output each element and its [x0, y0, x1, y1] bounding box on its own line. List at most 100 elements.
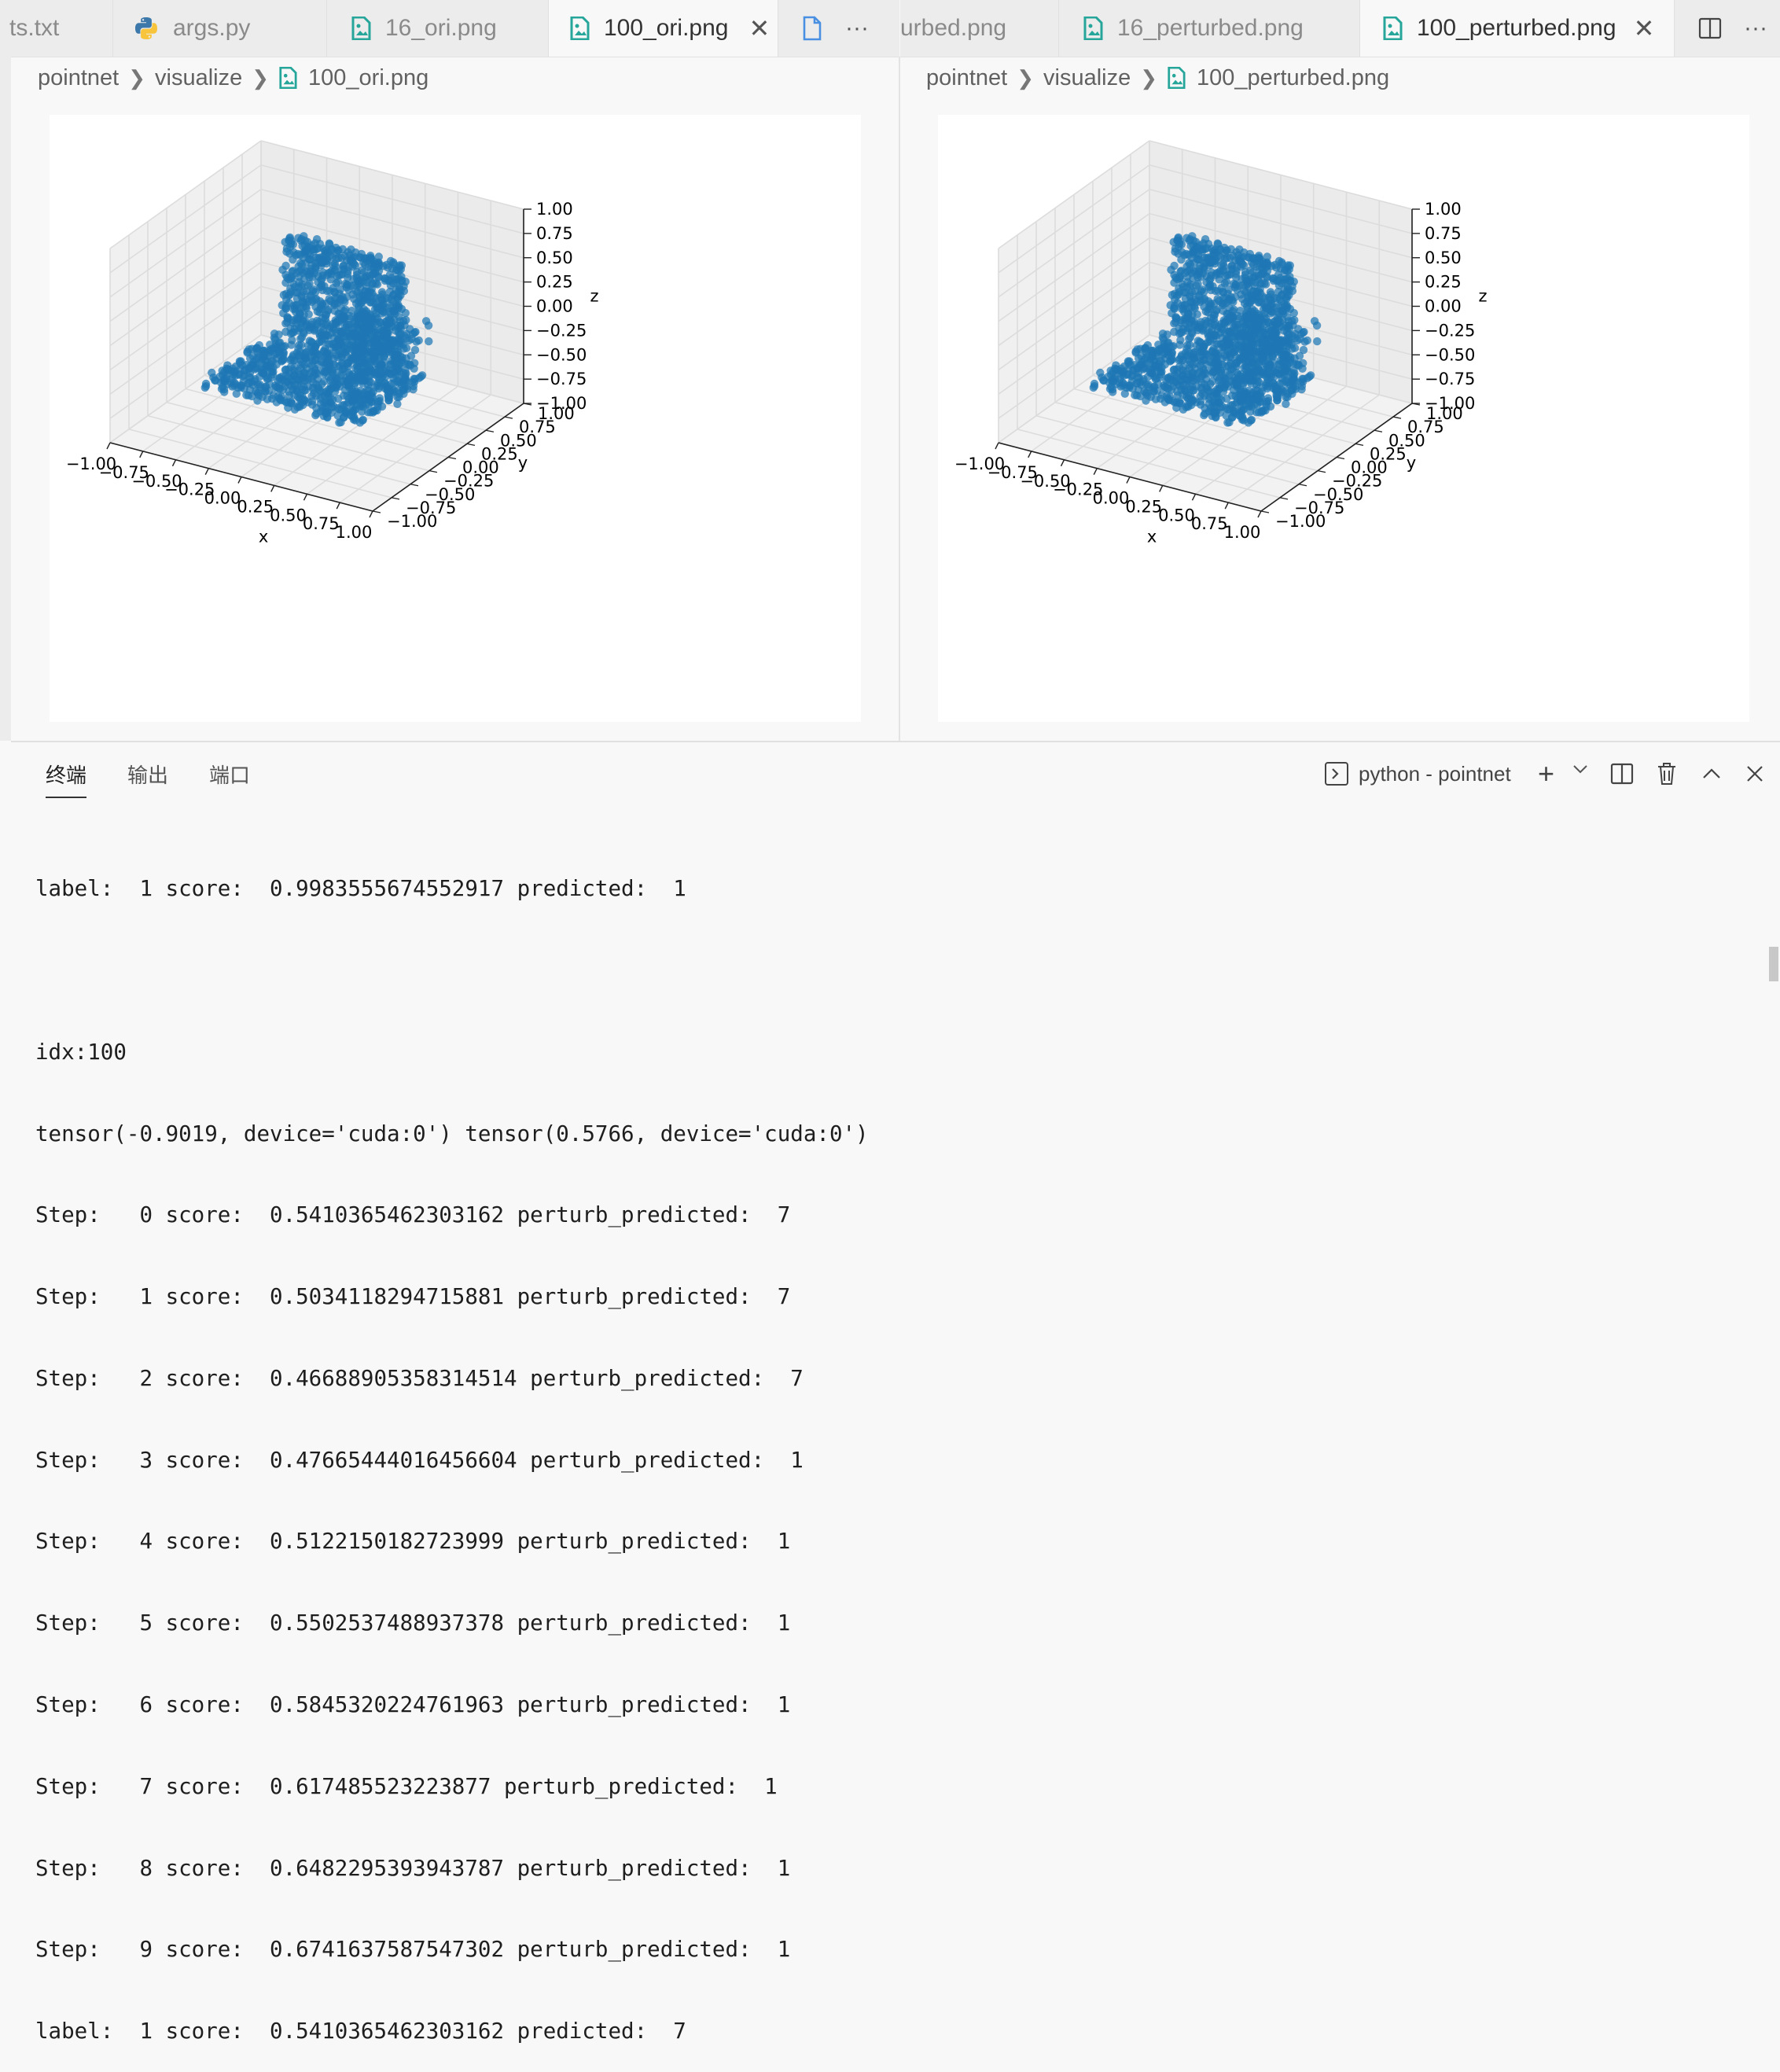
data-point: [377, 360, 386, 369]
data-point: [306, 292, 314, 300]
terminal-icon: [1324, 761, 1349, 786]
y-tick-label: 0.25: [481, 444, 518, 463]
data-point: [1251, 292, 1260, 300]
data-point: [1178, 248, 1186, 256]
data-point: [1244, 418, 1253, 427]
y-axis-label: y: [518, 454, 528, 473]
tab-ts-txt[interactable]: ts.txt: [0, 0, 113, 57]
tab-16-perturbed-png[interactable]: 16_perturbed.png: [1059, 0, 1360, 57]
data-point: [402, 344, 411, 352]
breadcrumb-item[interactable]: 100_ori.png: [308, 64, 429, 90]
tab-ports[interactable]: 端口: [209, 764, 251, 787]
new-terminal-button[interactable]: +: [1538, 757, 1555, 789]
data-point: [392, 267, 401, 275]
breadcrumb-item[interactable]: 100_perturbed.png: [1197, 64, 1390, 90]
data-point: [1221, 342, 1230, 351]
tab-16-ori-png[interactable]: 16_ori.png: [327, 0, 549, 57]
data-point: [289, 248, 298, 256]
data-point: [1175, 340, 1184, 349]
data-point: [1160, 381, 1168, 390]
split-terminal-icon[interactable]: [1610, 758, 1634, 789]
data-point: [381, 276, 390, 285]
data-point: [421, 317, 431, 326]
data-point: [318, 285, 327, 295]
terminal-scrollbar[interactable]: [1769, 947, 1778, 981]
image-file-icon: [1167, 67, 1186, 89]
data-point: [1240, 299, 1249, 308]
breadcrumb-item[interactable]: visualize: [1043, 64, 1131, 90]
terminal-output[interactable]: label: 1 score: 0.9983555674552917 predi…: [35, 821, 869, 2072]
data-point: [1265, 360, 1274, 369]
z-tick-label: −1.00: [536, 394, 587, 413]
data-point: [1294, 361, 1304, 370]
data-point: [373, 259, 382, 268]
data-point: [362, 323, 370, 332]
close-icon[interactable]: ✕: [748, 14, 770, 42]
data-point: [322, 406, 330, 414]
chevron-down-icon[interactable]: [1572, 753, 1588, 785]
data-point: [1219, 300, 1227, 310]
tab-100-ori-png[interactable]: 100_ori.png ✕: [549, 0, 778, 57]
x-tick-label: −0.50: [1020, 472, 1070, 491]
data-point: [414, 336, 423, 345]
tab-args-py[interactable]: args.py: [113, 0, 327, 57]
x-tick-label: 1.00: [336, 523, 373, 542]
grid-line: [109, 164, 262, 274]
tab-terminal[interactable]: 终端: [46, 760, 87, 798]
y-tick-label: 1.00: [1426, 404, 1463, 423]
image-file-icon: [278, 67, 297, 89]
x-tick-label: −0.75: [99, 463, 149, 482]
data-point: [1245, 370, 1254, 378]
grid-line: [998, 140, 1150, 249]
data-point: [307, 361, 316, 370]
grid-line: [260, 164, 524, 234]
chevron-up-icon[interactable]: [1701, 758, 1722, 789]
more-actions-icon[interactable]: ···: [1744, 15, 1767, 41]
chevron-right-icon: ❯: [1140, 65, 1158, 90]
y-axis-label: y: [1407, 454, 1416, 473]
z-tick-label: 1.00: [1425, 200, 1462, 219]
y-tick: [1336, 456, 1345, 460]
breadcrumb-item[interactable]: pointnet: [38, 64, 120, 90]
trash-icon[interactable]: [1656, 758, 1678, 789]
y-tick: [372, 510, 381, 513]
x-tick: [171, 459, 177, 467]
x-tick-label: 0.50: [270, 506, 307, 524]
close-panel-icon[interactable]: [1745, 758, 1764, 789]
tab-100-perturbed-png[interactable]: 100_perturbed.png ✕: [1360, 0, 1675, 57]
breadcrumb-item[interactable]: pointnet: [926, 64, 1008, 90]
data-point: [1120, 389, 1129, 398]
x-tick: [237, 477, 242, 484]
x-tick-label: −1.00: [66, 455, 116, 473]
data-point: [396, 329, 405, 338]
data-point: [1254, 271, 1263, 281]
data-point: [1109, 388, 1117, 396]
data-point: [237, 381, 245, 390]
data-point: [295, 340, 303, 350]
data-point: [305, 250, 314, 259]
tab-urbed-png[interactable]: urbed.png: [900, 0, 1059, 57]
x-tick-label: 1.00: [1224, 523, 1261, 542]
data-point: [1268, 307, 1277, 316]
z-tick-label: −0.75: [536, 370, 587, 388]
tab-file[interactable]: [778, 0, 833, 57]
editor-group-divider[interactable]: [899, 57, 900, 741]
terminal-instance-selector[interactable]: python - pointnet: [1324, 758, 1511, 789]
data-point: [1193, 310, 1201, 318]
breadcrumb-item[interactable]: visualize: [155, 64, 243, 90]
data-point: [1178, 328, 1186, 337]
more-actions-icon[interactable]: ···: [845, 15, 869, 41]
data-point: [348, 262, 357, 271]
data-point: [402, 354, 410, 363]
data-point: [1249, 260, 1258, 269]
data-point: [1166, 301, 1175, 310]
split-editor-icon[interactable]: [1686, 0, 1734, 57]
close-icon[interactable]: ✕: [1633, 14, 1655, 42]
tab-output[interactable]: 输出: [127, 764, 169, 787]
data-point: [300, 267, 310, 276]
data-point: [308, 400, 317, 409]
data-point: [1285, 338, 1294, 347]
data-point: [333, 342, 341, 351]
data-point: [1290, 354, 1299, 363]
data-point: [380, 346, 388, 355]
